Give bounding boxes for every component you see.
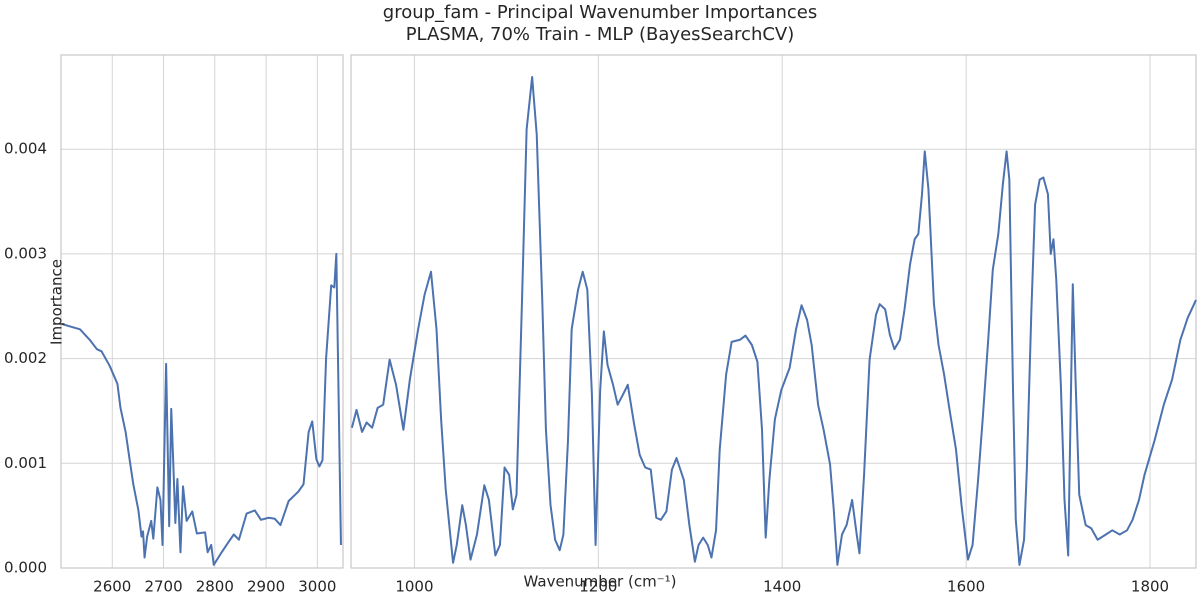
x-tick-label: 3000 bbox=[298, 578, 336, 596]
x-axis-label: Wavenumber (cm⁻¹) bbox=[524, 573, 677, 591]
data-line bbox=[61, 252, 342, 566]
x-tick-label: 1400 bbox=[763, 578, 801, 596]
panel-frame bbox=[350, 54, 1197, 569]
x-tick-label: 2800 bbox=[196, 578, 234, 596]
x-tick-label: 2900 bbox=[247, 578, 285, 596]
x-tick-label: 1200 bbox=[579, 578, 617, 596]
x-tick-label: 2700 bbox=[144, 578, 182, 596]
x-tick-label: 1000 bbox=[395, 578, 433, 596]
x-tick-label: 1800 bbox=[1131, 578, 1169, 596]
y-tick-label: 0.001 bbox=[4, 454, 47, 472]
y-tick-label: 0.003 bbox=[4, 244, 47, 262]
panel-frame bbox=[60, 54, 344, 569]
y-tick-label: 0.000 bbox=[4, 559, 47, 577]
x-tick-label: 2600 bbox=[93, 578, 131, 596]
data-line bbox=[350, 75, 1197, 566]
x-tick-label: 1600 bbox=[947, 578, 985, 596]
y-tick-label: 0.004 bbox=[4, 140, 47, 158]
y-tick-label: 0.002 bbox=[4, 349, 47, 367]
chart-title: group_fam - Principal Wavenumber Importa… bbox=[383, 2, 817, 23]
chart-subtitle: PLASMA, 70% Train - MLP (BayesSearchCV) bbox=[406, 24, 795, 45]
y-axis-label: Importance bbox=[48, 259, 66, 345]
